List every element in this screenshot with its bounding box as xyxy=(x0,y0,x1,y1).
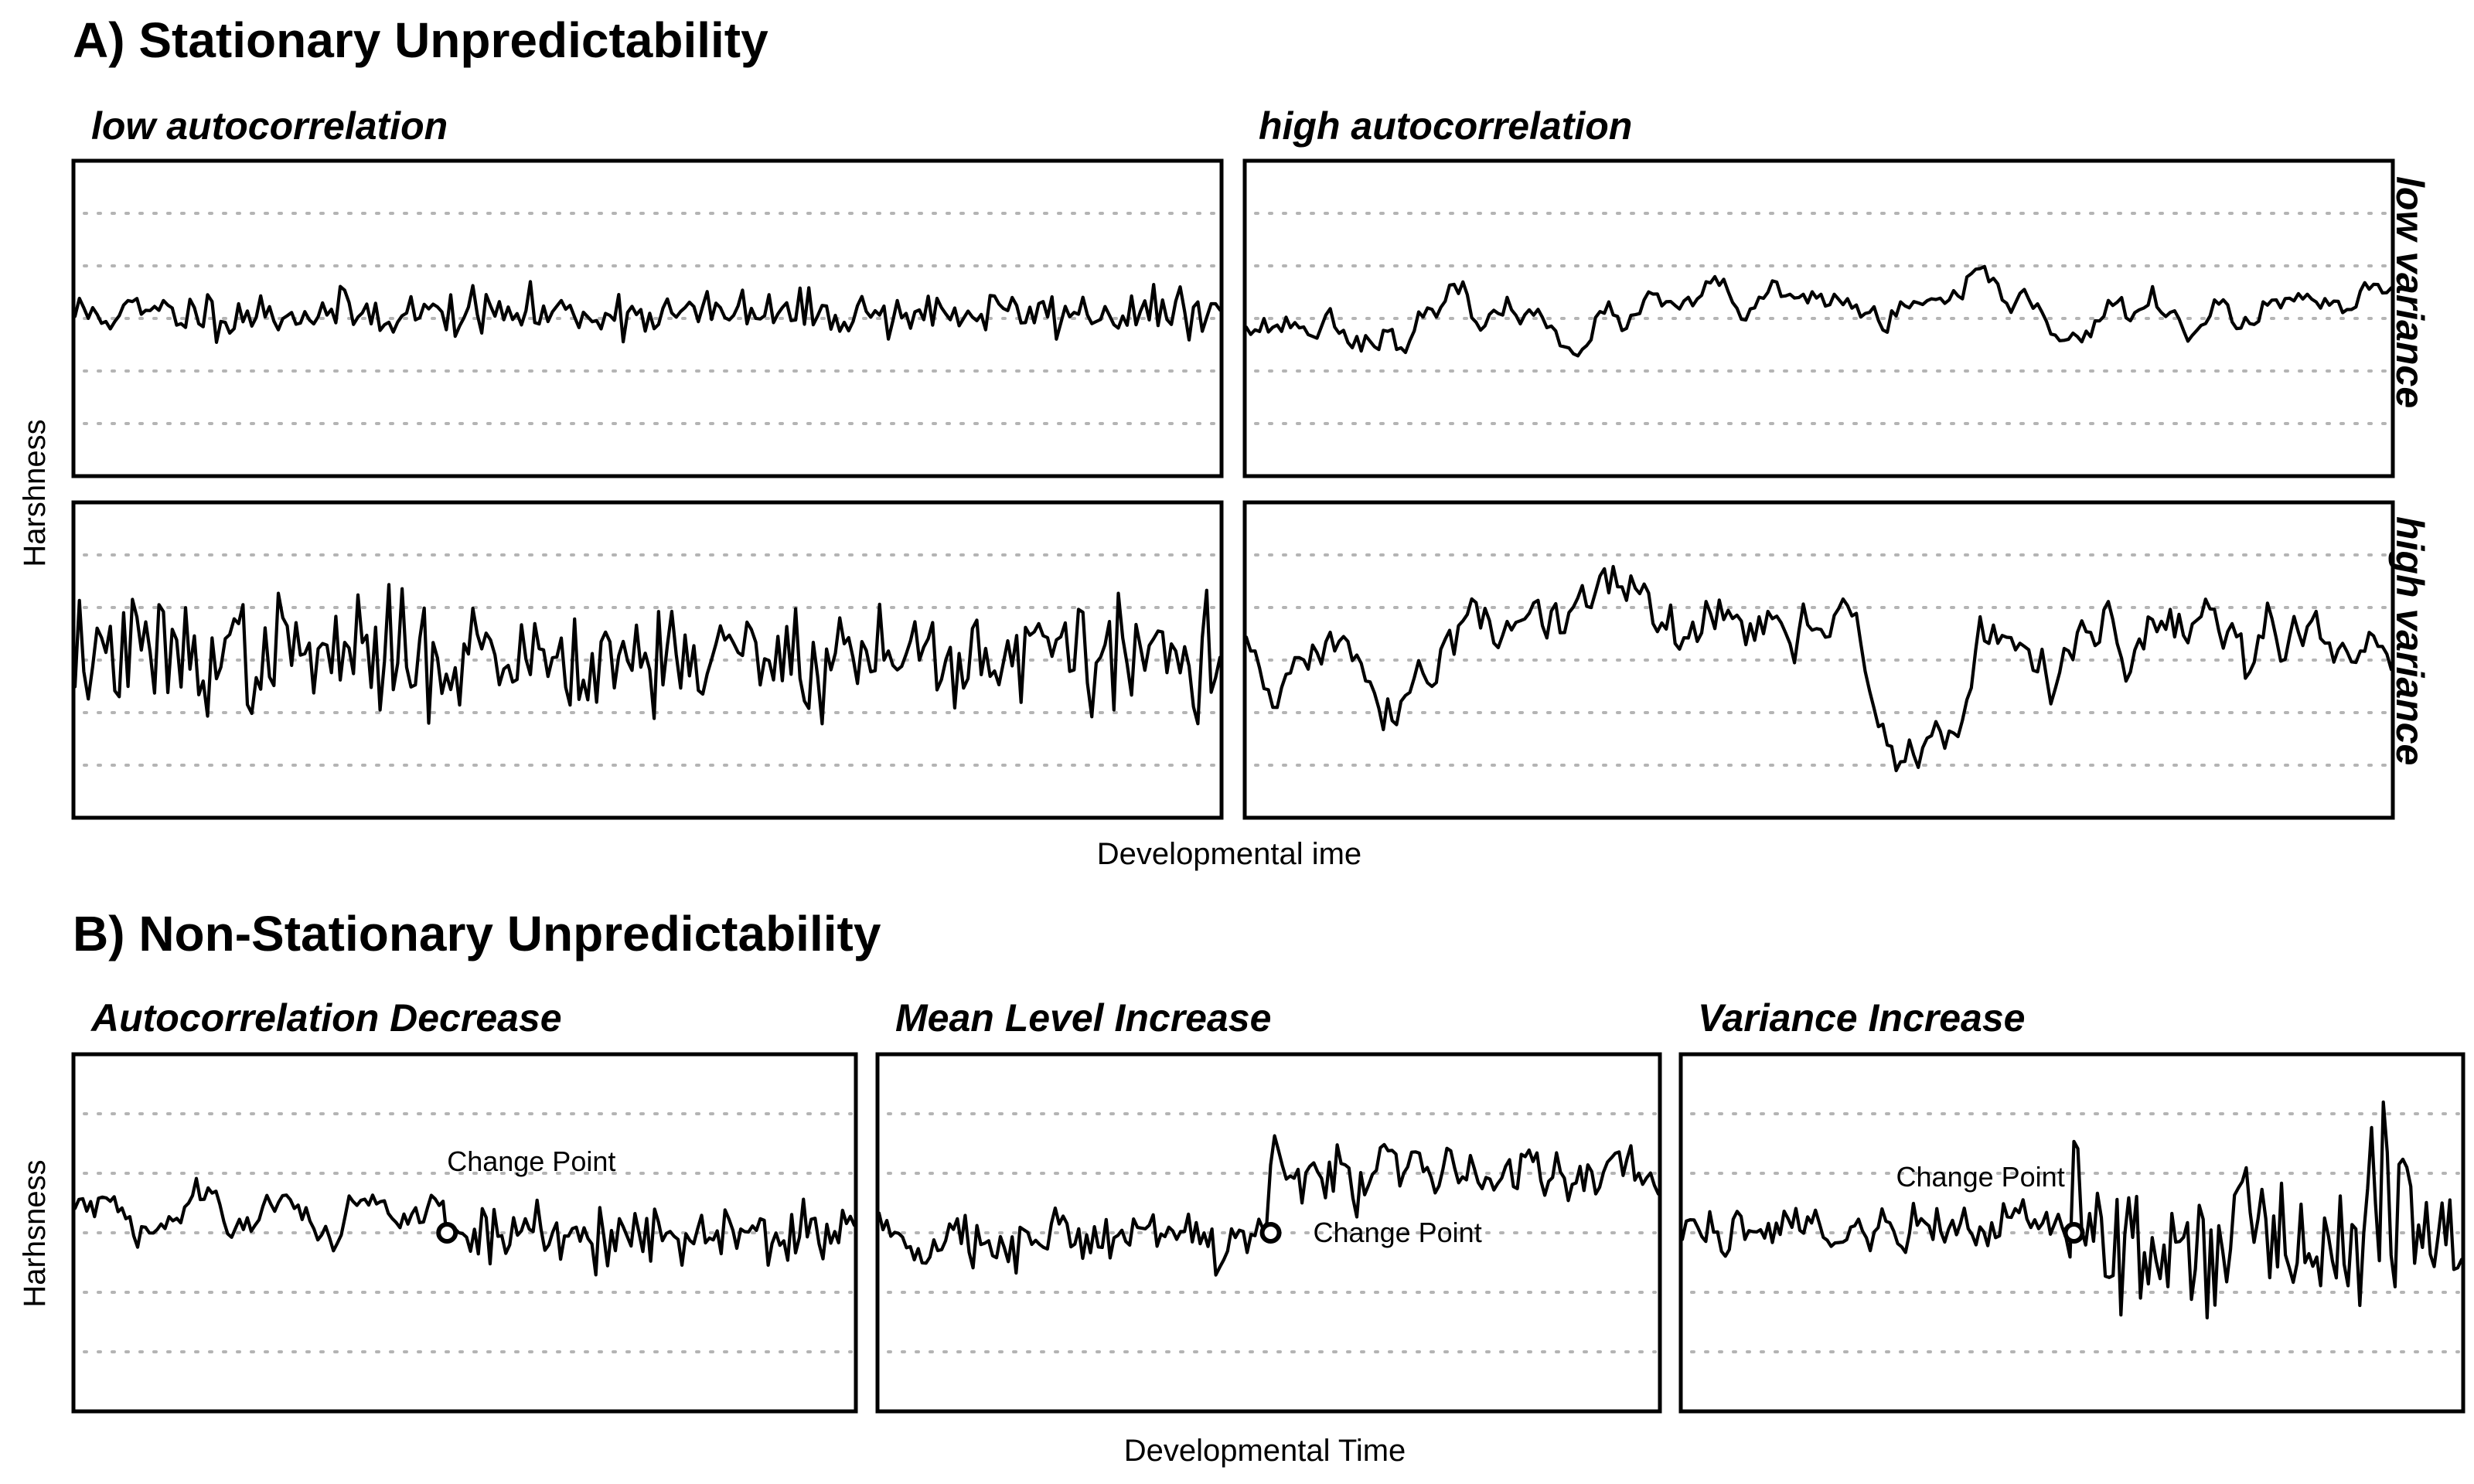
panel-title-mean-level-increase: Mean Level Increase xyxy=(895,996,1271,1040)
panel-low-ac-low-var xyxy=(71,158,1224,478)
series-line xyxy=(73,1176,857,1277)
column-title-low-autocorrelation: low autocorrelation xyxy=(91,104,448,148)
panel-low-ac-high-var xyxy=(71,500,1224,820)
change-point-marker xyxy=(436,1222,458,1244)
panel-frame xyxy=(875,1052,1662,1414)
change-point-label: Change Point xyxy=(1314,1217,1482,1248)
row-label-high-variance: high variance xyxy=(2388,516,2431,765)
series-line xyxy=(73,280,1222,344)
series-line xyxy=(877,1134,1661,1277)
panel-frame xyxy=(71,500,1224,820)
change-point-label: Change Point xyxy=(447,1145,615,1177)
section-b-x-axis-label: Developmental Time xyxy=(1124,1434,1406,1468)
section-b-title: B) Non-Stationary Unpredictability xyxy=(73,906,881,962)
panel-frame xyxy=(1242,158,2395,478)
panel-high-ac-high-var xyxy=(1242,500,2395,820)
section-a-y-axis-label: Harshness xyxy=(18,419,52,567)
panel-title-variance-increase: Variance Increase xyxy=(1698,996,2025,1040)
panel-autocorrelation-decrease: Change Point xyxy=(71,1052,858,1414)
panels-group: Change Point Change Point Change Point xyxy=(71,158,2465,1414)
change-point-label: Change Point xyxy=(1896,1161,2065,1193)
section-a-title: A) Stationary Unpredictability xyxy=(73,12,768,68)
panel-frame xyxy=(71,1052,858,1414)
column-title-high-autocorrelation: high autocorrelation xyxy=(1259,104,1632,148)
row-label-low-variance: low variance xyxy=(2388,176,2431,408)
panel-variance-increase: Change Point xyxy=(1678,1052,2465,1414)
panel-mean-level-increase: Change Point xyxy=(875,1052,1662,1414)
panel-frame xyxy=(1678,1052,2465,1414)
panel-frame xyxy=(1242,500,2395,820)
panel-high-ac-low-var xyxy=(1242,158,2395,478)
series-line xyxy=(73,583,1222,726)
panel-title-autocorrelation-decrease: Autocorrelation Decrease xyxy=(90,996,562,1040)
change-point-marker xyxy=(2063,1222,2085,1244)
section-a-x-axis-label: Developmental ime xyxy=(1097,837,1361,871)
series-line xyxy=(1244,264,2394,358)
section-b-y-axis-label: Harhsness xyxy=(18,1159,52,1307)
series-line xyxy=(1244,564,2394,773)
series-line xyxy=(1680,1100,2464,1320)
panel-frame xyxy=(71,158,1224,478)
change-point-marker xyxy=(1259,1222,1282,1244)
